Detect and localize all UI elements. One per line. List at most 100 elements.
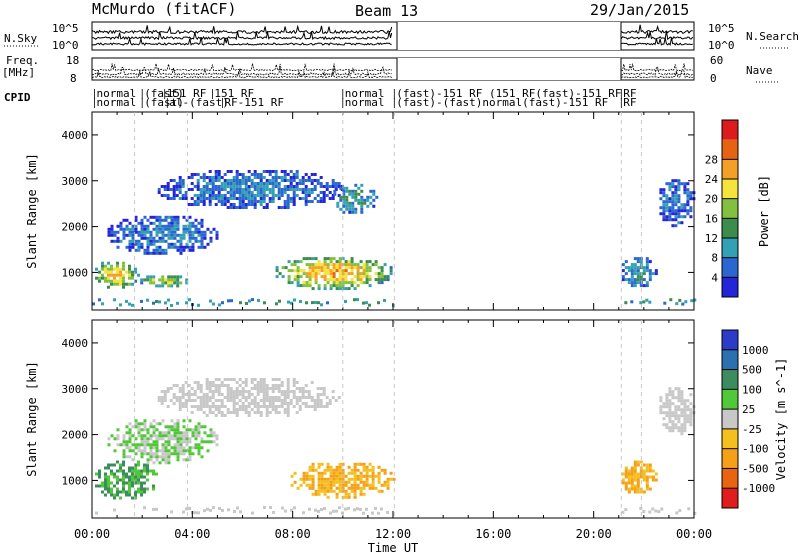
velocity-cell (326, 477, 330, 481)
velocity-cell (160, 402, 164, 405)
power-cell (241, 200, 245, 203)
power-cell (241, 191, 245, 194)
velocity-cell (152, 425, 156, 429)
power-cell (360, 207, 364, 211)
power-cell (140, 299, 143, 303)
velocity-cell (188, 455, 192, 459)
velocity-cell (319, 402, 323, 405)
velocity-cell (320, 489, 324, 493)
velocity-cell (158, 437, 162, 441)
velocity-cell (377, 465, 381, 469)
velocity-cell (140, 490, 143, 494)
velocity-cell (274, 408, 278, 411)
power-cell (113, 298, 116, 302)
velocity-cell (128, 487, 131, 491)
cpid-segment-0: normal (97, 87, 137, 100)
power-cell (304, 194, 308, 197)
velocity-cell (149, 452, 153, 456)
power-cell (338, 260, 342, 264)
velocity-cbar-label-4: -25 (742, 423, 762, 436)
velocity-cell (329, 465, 333, 469)
velocity-cell (329, 489, 333, 493)
power-cell (332, 275, 336, 279)
power-cell (686, 209, 690, 213)
velocity-cell (247, 402, 251, 405)
power-heatmap (92, 170, 697, 307)
power-cell (205, 182, 209, 185)
velocity-cbar-label-0: 1000 (742, 344, 769, 357)
power-cell (247, 191, 251, 194)
power-cell (674, 209, 678, 213)
velocity-cell (166, 387, 170, 390)
power-cell (116, 282, 119, 286)
velocity-cell (149, 449, 153, 453)
velocity-cell (137, 481, 140, 485)
velocity-cell (236, 506, 239, 510)
power-cell (662, 215, 666, 219)
velocity-cell (152, 443, 156, 447)
velocity-cell (98, 472, 101, 476)
power-cell (674, 191, 678, 195)
cpid-segment-11: (fast)-(fast)normal(fast)-151 RF (396, 96, 608, 109)
power-cell (671, 194, 675, 198)
velocity-cell (209, 428, 213, 432)
power-cell (226, 197, 230, 200)
velocity-cell (335, 480, 339, 484)
velocity-cell (199, 384, 203, 387)
velocity-cell (636, 490, 640, 494)
power-cell (317, 287, 321, 291)
velocity-cell (155, 446, 159, 450)
velocity-cell (621, 481, 625, 485)
power-cell (176, 218, 180, 222)
power-cell (161, 281, 165, 285)
power-cell (308, 278, 312, 282)
velocity-cell (624, 508, 628, 512)
velocity-cell (128, 484, 131, 488)
velocity-cell (140, 449, 144, 453)
velocity-cell (152, 431, 156, 435)
power-cbar-band-6 (722, 159, 738, 179)
velocity-cell (190, 387, 194, 390)
velocity-cell (197, 452, 201, 456)
velocity-cell (235, 396, 239, 399)
power-cell (662, 194, 666, 198)
velocity-cell (199, 396, 203, 399)
power-cell (642, 284, 646, 288)
power-cell (314, 272, 318, 276)
power-cell (627, 266, 631, 270)
power-cell (220, 188, 224, 191)
velocity-cell (292, 390, 296, 393)
velocity-cell (335, 474, 339, 478)
power-cell (320, 275, 324, 279)
power-cell (146, 275, 150, 279)
velocity-cell (107, 463, 110, 467)
velocity-cell (323, 483, 327, 487)
velocity-cell (161, 443, 165, 447)
velocity-cell (633, 490, 637, 494)
freq-label-bottom: [MHz] (2, 66, 35, 79)
power-cell (134, 270, 137, 274)
velocity-cell (253, 402, 257, 405)
power-cell (341, 269, 345, 273)
power-cell (271, 191, 275, 194)
power-cell (157, 191, 161, 194)
velocity-cell (335, 486, 339, 490)
power-cell (125, 227, 129, 231)
velocity-cell (119, 490, 122, 494)
power-cell (308, 257, 312, 261)
power-cell (259, 194, 263, 197)
velocity-cell (173, 452, 177, 456)
velocity-cell (680, 429, 684, 433)
power-cell (662, 191, 666, 195)
velocity-cell (256, 381, 260, 384)
power-cell (353, 263, 357, 267)
power-cell (107, 267, 110, 271)
power-ytick-label-3: 4000 (62, 129, 89, 142)
power-cell (187, 203, 191, 206)
power-cell (280, 179, 284, 182)
power-cell (175, 188, 179, 191)
velocity-cell (674, 417, 678, 421)
power-cell (211, 197, 215, 200)
cpid-segment-9: normal (345, 96, 385, 109)
power-cell (247, 203, 251, 206)
